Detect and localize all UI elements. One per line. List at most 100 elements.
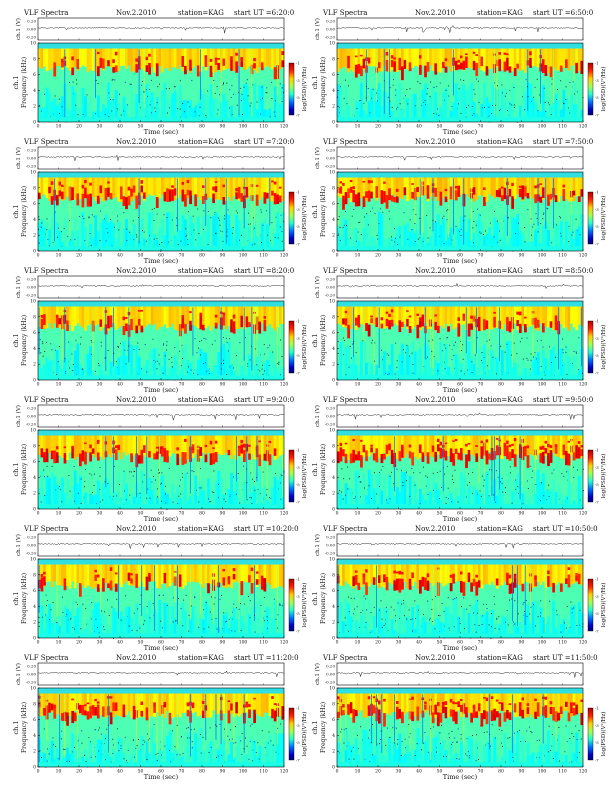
panel-start-ut: start UT =7:20:0 xyxy=(234,138,294,146)
x-tick-label: 90 xyxy=(519,382,525,388)
x-axis-label: Time (sec) xyxy=(144,773,179,781)
y-tick-label: 10 xyxy=(30,41,36,47)
y-tick-label: 0 xyxy=(332,249,335,255)
x-tick-label: 90 xyxy=(220,253,226,259)
timeseries-line xyxy=(337,26,583,33)
colorbar-tick-label: -3 xyxy=(595,78,599,83)
x-axis-label: Time (sec) xyxy=(144,128,179,136)
x-tick-label: 120 xyxy=(280,511,289,517)
x-tick-label: 20 xyxy=(76,124,82,130)
y-tick-label: 6 xyxy=(33,588,36,594)
y-tick-label: 4 xyxy=(33,217,36,223)
x-tick-label: 120 xyxy=(280,253,289,259)
x-tick-label: 20 xyxy=(375,640,381,646)
panel-station: station=KAG xyxy=(178,654,224,662)
x-tick-label: 100 xyxy=(239,640,248,646)
colorbar-tick-label: -7 xyxy=(296,371,300,376)
timeseries-ytick-label: 0.00 xyxy=(326,543,335,548)
y-axis-label: Frequency (kHz) xyxy=(320,444,327,495)
timeseries-frame xyxy=(337,18,583,40)
x-tick-label: 70 xyxy=(179,382,185,388)
timeseries-ytick-label: 0.20 xyxy=(27,19,36,24)
panel-date: Nov.2.2010 xyxy=(415,654,455,662)
y-tick-label: 10 xyxy=(329,170,335,176)
x-tick-label: 90 xyxy=(220,769,226,775)
timeseries-frame xyxy=(38,534,284,556)
x-tick-label: 0 xyxy=(336,769,339,775)
y-axis-channel-label: ch.1 xyxy=(311,333,319,347)
x-tick-label: 40 xyxy=(117,382,123,388)
colorbar xyxy=(289,579,294,631)
x-tick-label: 70 xyxy=(179,640,185,646)
panel-title: VLF Spectra xyxy=(322,9,367,17)
x-tick-label: 10 xyxy=(355,511,361,517)
x-tick-label: 40 xyxy=(117,640,123,646)
y-tick-label: 0 xyxy=(332,507,335,513)
panel-start-ut: start UT =11:20:0 xyxy=(234,654,299,662)
y-tick-label: 10 xyxy=(30,686,36,692)
x-tick-label: 30 xyxy=(396,640,402,646)
y-tick-label: 0 xyxy=(33,765,36,771)
timeseries-ytick-label: 0.00 xyxy=(27,672,36,677)
x-axis-label: Time (sec) xyxy=(443,644,478,652)
spectrogram-heatmap xyxy=(38,559,284,639)
y-tick-label: 2 xyxy=(332,491,335,497)
x-tick-label: 120 xyxy=(280,124,289,130)
colorbar-tick-label: -5 xyxy=(296,224,300,229)
y-tick-label: 0 xyxy=(332,120,335,126)
y-axis-channel-label: ch.1 xyxy=(12,591,20,605)
y-tick-label: 2 xyxy=(33,620,36,626)
x-tick-label: 50 xyxy=(437,124,443,130)
panel-start-ut: start UT =6:20:0 xyxy=(234,9,294,17)
timeseries-ylabel: ch.1 (V) xyxy=(15,534,22,556)
y-tick-label: 6 xyxy=(332,72,335,78)
colorbar-tick-label: -7 xyxy=(296,629,300,634)
panel-station: station=KAG xyxy=(178,138,224,146)
timeseries-ytick-label: 0.00 xyxy=(326,27,335,32)
y-tick-label: 2 xyxy=(332,104,335,110)
colorbar-tick-label: -7 xyxy=(595,629,599,634)
spectrogram-heatmap xyxy=(38,688,284,768)
y-axis-label: Frequency (kHz) xyxy=(21,573,28,624)
panel-station: station=KAG xyxy=(477,138,523,146)
x-tick-label: 20 xyxy=(375,253,381,259)
x-tick-label: 110 xyxy=(259,640,268,646)
x-tick-label: 50 xyxy=(437,769,443,775)
x-tick-label: 40 xyxy=(416,511,422,517)
timeseries-ytick-label: -0.20 xyxy=(26,35,37,40)
x-tick-label: 40 xyxy=(416,769,422,775)
x-tick-label: 110 xyxy=(259,511,268,517)
y-axis-channel-label: ch.1 xyxy=(12,204,20,218)
colorbar-tick-label: -7 xyxy=(595,758,599,763)
x-tick-label: 100 xyxy=(239,253,248,259)
x-tick-label: 50 xyxy=(138,769,144,775)
colorbar-tick-label: -5 xyxy=(296,482,300,487)
timeseries-frame xyxy=(337,405,583,427)
x-tick-label: 20 xyxy=(375,511,381,517)
timeseries-ytick-label: 0.00 xyxy=(27,414,36,419)
x-tick-label: 100 xyxy=(538,640,547,646)
x-tick-label: 50 xyxy=(138,511,144,517)
timeseries-ytick-label: -0.20 xyxy=(26,164,37,169)
y-tick-label: 10 xyxy=(30,428,36,434)
x-tick-label: 120 xyxy=(579,382,588,388)
x-tick-label: 30 xyxy=(97,769,103,775)
colorbar-tick-label: -3 xyxy=(296,207,300,212)
y-axis-label: Frequency (kHz) xyxy=(21,315,28,366)
x-tick-label: 80 xyxy=(199,124,205,130)
panel-title: VLF Spectra xyxy=(23,396,68,404)
timeseries-ytick-label: -0.20 xyxy=(325,422,336,427)
x-tick-label: 110 xyxy=(259,124,268,130)
y-axis-channel-label: ch.1 xyxy=(311,462,319,476)
x-tick-label: 90 xyxy=(220,382,226,388)
timeseries-line xyxy=(38,671,284,677)
timeseries-ytick-label: -0.20 xyxy=(325,164,336,169)
y-tick-label: 4 xyxy=(332,217,335,223)
panel-date: Nov.2.2010 xyxy=(415,396,455,404)
y-axis-label: Frequency (kHz) xyxy=(320,315,327,366)
timeseries-ylabel: ch.1 (V) xyxy=(15,663,22,685)
timeseries-ytick-label: 0.20 xyxy=(27,535,36,540)
